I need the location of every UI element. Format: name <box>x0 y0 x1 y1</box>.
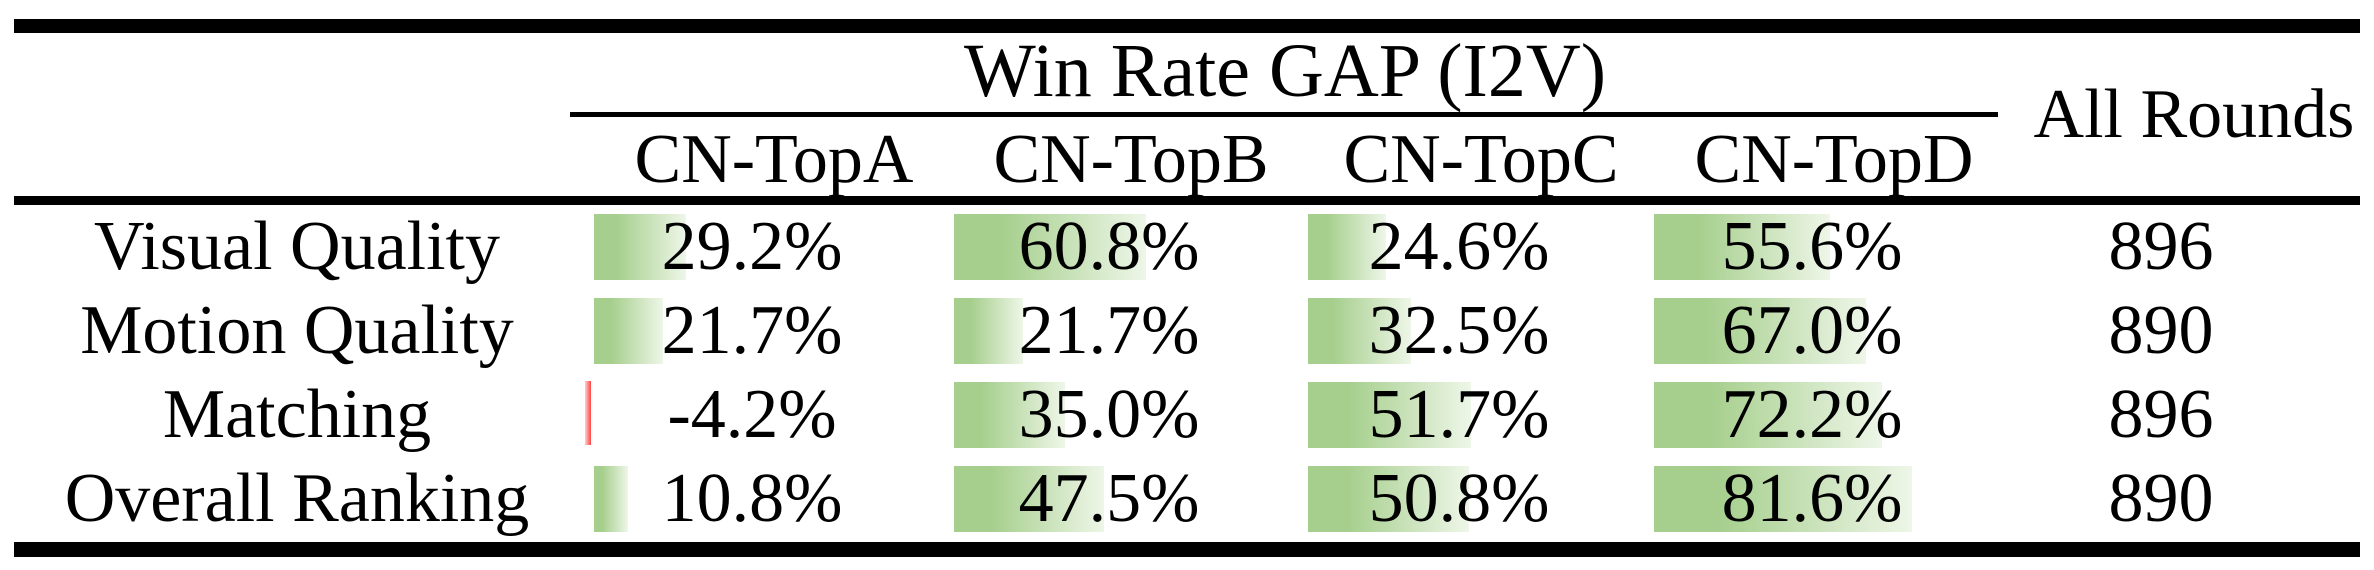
value-cell: 60.8% <box>954 205 1308 289</box>
value-text: 21.7% <box>661 292 843 369</box>
table-bottom-rule <box>14 542 2360 557</box>
row-label: Matching <box>162 376 432 453</box>
data-bar <box>954 214 1146 280</box>
row-label: Visual Quality <box>93 208 501 285</box>
table-top-rule <box>14 19 2360 33</box>
data-bar <box>1308 298 1411 364</box>
value-text: 55.6% <box>1721 208 1903 285</box>
data-bar <box>954 298 1023 364</box>
all-rounds-value: 890 <box>2108 292 2214 369</box>
value-text: 35.0% <box>1018 376 1200 453</box>
all-rounds-value: 896 <box>2108 376 2214 453</box>
value-cell: 35.0% <box>954 373 1308 457</box>
value-text: 60.8% <box>1018 208 1200 285</box>
value-cell: 21.7% <box>954 289 1308 373</box>
column-header-cn-topd: CN-TopD <box>1694 120 1974 198</box>
value-cell: 55.6% <box>1654 205 2014 289</box>
all-rounds-value: 890 <box>2108 460 2214 537</box>
table-row-matching: Matching -4.2% 35.0% 51.7% 72.2% 896 <box>0 373 2374 457</box>
value-cell: 10.8% <box>594 457 954 541</box>
table-row-motion-quality: Motion Quality 21.7% 21.7% 32.5% 67.0% 8… <box>0 289 2374 373</box>
data-bar <box>594 214 686 280</box>
value-text: 51.7% <box>1368 376 1550 453</box>
value-cell: 29.2% <box>594 205 954 289</box>
value-cell: 72.2% <box>1654 373 2014 457</box>
value-cell: 67.0% <box>1654 289 2014 373</box>
data-bar <box>954 466 1104 532</box>
column-header-cn-topc: CN-TopC <box>1343 120 1619 198</box>
group-column-title: Win Rate GAP (I2V) <box>963 29 1607 113</box>
data-bar <box>954 382 1065 448</box>
value-cell: 50.8% <box>1308 457 1654 541</box>
value-cell: -4.2% <box>585 373 954 457</box>
value-text: 10.8% <box>661 460 843 537</box>
header-separator-rule <box>14 196 2360 205</box>
column-header-cn-topb: CN-TopB <box>993 120 1269 198</box>
value-text: 21.7% <box>1018 292 1200 369</box>
data-bar <box>1654 466 1912 532</box>
value-text: 72.2% <box>1721 376 1903 453</box>
value-text: 29.2% <box>661 208 843 285</box>
table-row-visual-quality: Visual Quality 29.2% 60.8% 24.6% 55.6% 8… <box>0 205 2374 289</box>
table-body: Visual Quality 29.2% 60.8% 24.6% 55.6% 8… <box>0 205 2374 541</box>
value-cell: 47.5% <box>954 457 1308 541</box>
data-bar <box>594 466 628 532</box>
value-text: 47.5% <box>1018 460 1200 537</box>
value-text: -4.2% <box>667 376 837 453</box>
data-bar <box>1308 214 1386 280</box>
value-text: 67.0% <box>1721 292 1903 369</box>
value-text: 24.6% <box>1368 208 1550 285</box>
row-label: Overall Ranking <box>64 460 530 537</box>
value-cell: 32.5% <box>1308 289 1654 373</box>
data-bar <box>1654 382 1882 448</box>
data-bar <box>1654 214 1830 280</box>
value-text: 50.8% <box>1368 460 1550 537</box>
value-cell: 24.6% <box>1308 205 1654 289</box>
all-rounds-value: 896 <box>2108 208 2214 285</box>
value-text: 81.6% <box>1721 460 1903 537</box>
data-bar <box>1308 382 1471 448</box>
data-bar <box>1654 298 1866 364</box>
value-cell: 21.7% <box>594 289 954 373</box>
table-row-overall-ranking: Overall Ranking 10.8% 47.5% 50.8% 81.6% … <box>0 457 2374 541</box>
value-cell: 81.6% <box>1654 457 2014 541</box>
column-header-cn-topa: CN-TopA <box>634 120 914 198</box>
column-header-all-rounds: All Rounds <box>2033 75 2355 153</box>
negative-data-bar <box>585 381 591 445</box>
group-header-underline-rule <box>570 112 1998 117</box>
data-bar <box>594 298 663 364</box>
row-label: Motion Quality <box>80 292 514 369</box>
value-cell: 51.7% <box>1308 373 1654 457</box>
data-bar <box>1308 466 1469 532</box>
value-text: 32.5% <box>1368 292 1550 369</box>
